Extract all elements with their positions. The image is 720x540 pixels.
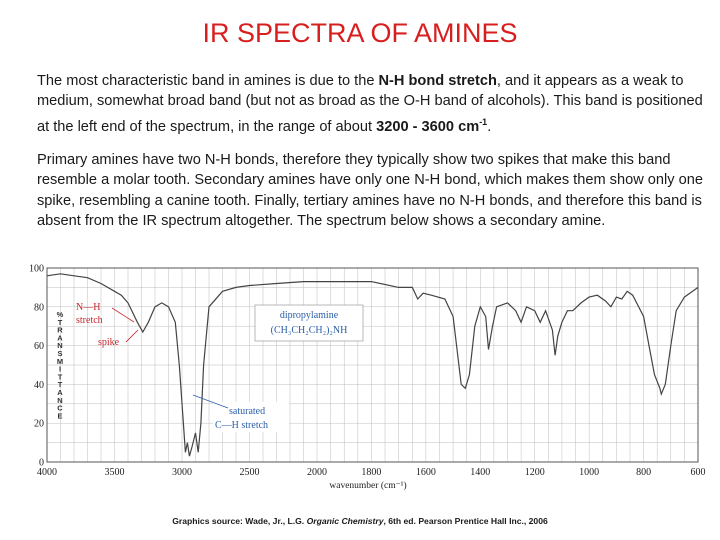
y-tick-label: 0 <box>39 458 44 469</box>
p1-bold-nh: N-H bond stretch <box>378 73 497 89</box>
y-axis-label-letter: T <box>58 318 63 327</box>
y-tick-label: 20 <box>34 419 44 430</box>
graphics-source-credit: Graphics source: Wade, Jr., L.G. Organic… <box>0 516 720 526</box>
y-axis-label-letter: S <box>57 349 62 358</box>
p1-text-a: The most characteristic band in amines i… <box>37 73 379 89</box>
y-axis-label-letter: I <box>59 365 61 374</box>
paragraph-nh-stretch: The most characteristic band in amines i… <box>37 71 712 137</box>
x-tick-label: 600 <box>691 467 706 478</box>
x-tick-label: 1200 <box>525 467 545 478</box>
spectrum-series-line <box>46 273 699 457</box>
annotation-ch-arrow <box>192 394 229 409</box>
p1-text-c: , and it appears as a weak to medium, so… <box>37 73 703 135</box>
ir-spectrum-chart: 0 20 40 60 80 100 4000 3500 3000 2500 2000 1800 160… <box>29 264 706 491</box>
annotation-nh-label: N—H <box>76 302 100 313</box>
x-tick-label: 3000 <box>172 467 192 478</box>
y-axis-label-letter: A <box>57 388 63 397</box>
credit-text-a: Graphics source: Wade, Jr., L.G. <box>172 516 307 526</box>
y-tick-label: 100 <box>29 264 44 275</box>
x-tick-label: 1000 <box>579 467 599 478</box>
annotation-spike-label: spike <box>98 337 120 348</box>
compound-label-box <box>254 304 364 342</box>
p1-text-e: . <box>487 118 492 135</box>
x-axis-label: wavenumber (cm⁻¹) <box>329 480 406 490</box>
y-axis-label-letter: A <box>57 333 63 342</box>
x-tick-label: 1600 <box>416 467 436 478</box>
annotation-ch-stretch-label: C—H stretch <box>215 420 268 431</box>
annotation-spike-arrow <box>125 329 139 343</box>
y-tick-labels: 0 20 40 60 80 100 <box>29 264 44 469</box>
x-tick-label: 2500 <box>240 467 260 478</box>
y-axis-label-letter: T <box>58 380 63 389</box>
y-tick-label: 80 <box>34 302 44 313</box>
credit-text-c: , 6th ed. Pearson Prentice Hall Inc., 20… <box>383 516 548 526</box>
x-tick-label: 1800 <box>361 467 381 478</box>
y-axis-label-letter: N <box>57 396 62 405</box>
y-axis-label-letter: N <box>57 341 62 350</box>
paragraph-amine-types: Primary amines have two N-H bonds, there… <box>37 152 703 230</box>
compound-name: dipropylamine <box>280 310 339 321</box>
y-axis-label-letter: R <box>57 326 63 335</box>
x-tick-label: 4000 <box>37 467 57 478</box>
x-tick-label: 3500 <box>105 467 125 478</box>
y-axis-label-letter: M <box>57 357 63 366</box>
compound-formula: (CH₃CH₂CH₂)₂NH <box>271 325 348 336</box>
p1-bold-range: 3200 - 3600 cm <box>376 118 480 135</box>
y-tick-label: 60 <box>34 341 44 352</box>
credit-book-title: Organic Chemistry <box>306 516 384 526</box>
x-tick-label: 800 <box>636 467 651 478</box>
p1-range-exponent: -1 <box>479 116 488 127</box>
annotation-saturated-label: saturated <box>229 406 265 417</box>
y-axis-label-letter: C <box>57 404 63 413</box>
page-title: IR SPECTRA OF AMINES <box>202 18 518 48</box>
plot-frame <box>46 267 699 463</box>
y-tick-label: 40 <box>34 380 44 391</box>
y-axis-label-letter: % <box>57 310 64 319</box>
x-tick-labels: 4000 3500 3000 2500 2000 1800 1600 1400 1200 1000… <box>37 467 706 478</box>
annotation-nh-arrow <box>111 307 135 323</box>
x-tick-label: 2000 <box>307 467 327 478</box>
y-axis-label-letter: E <box>57 411 62 420</box>
x-tick-label: 1400 <box>470 467 490 478</box>
y-axis-label-letter: T <box>58 372 63 381</box>
annotation-stretch-label: stretch <box>76 315 103 326</box>
